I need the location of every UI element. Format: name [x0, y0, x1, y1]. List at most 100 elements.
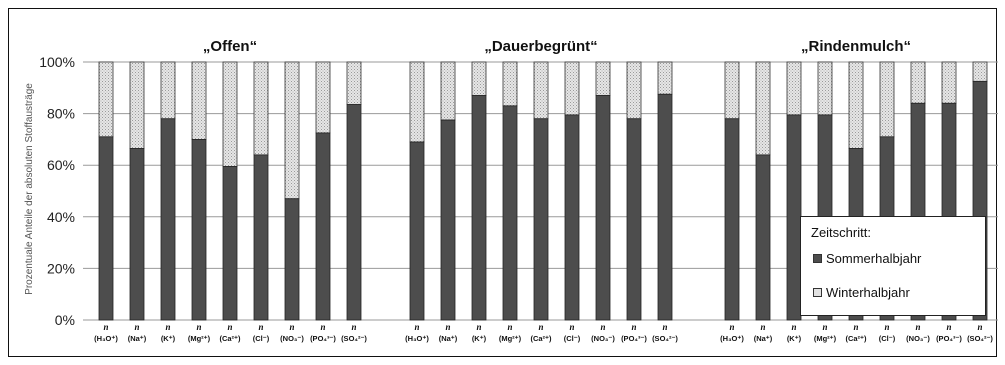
x-tick-n: n	[946, 322, 951, 332]
x-tick-n: n	[320, 322, 325, 332]
bar-sommerhalbjahr	[99, 137, 113, 320]
bar-sommerhalbjahr	[192, 139, 206, 320]
x-tick-label: (K⁺)	[787, 334, 802, 343]
x-tick-n: n	[538, 322, 543, 332]
x-tick-n: n	[227, 322, 232, 332]
bar-sommerhalbjahr	[565, 115, 579, 320]
bar-winterhalbjahr	[849, 62, 863, 148]
x-tick-label: (H₃O⁺)	[94, 334, 118, 343]
x-tick-label: (Na⁺)	[754, 334, 773, 343]
x-tick-label: (Mg²⁺)	[188, 334, 211, 343]
x-tick-n: n	[662, 322, 667, 332]
x-tick-label: (Ca²⁺)	[530, 334, 552, 343]
x-tick-label: (PO₄³⁻)	[936, 334, 962, 343]
y-axis: 0% 20% 40% 60% 80% 100%	[39, 54, 75, 328]
y-tick-label: 100%	[39, 54, 75, 70]
x-tick-label: (H₃O⁺)	[720, 334, 744, 343]
bar-winterhalbjahr	[472, 62, 486, 96]
x-tick-n: n	[351, 322, 356, 332]
y-tick-label: 40%	[47, 209, 75, 225]
x-tick-label: (Ca²⁺)	[845, 334, 867, 343]
bar-sommerhalbjahr	[285, 199, 299, 320]
bar-sommerhalbjahr	[130, 148, 144, 320]
bar-sommerhalbjahr	[534, 119, 548, 320]
legend-item-winter: Winterhalbjahr	[813, 285, 910, 300]
legend-label-winter: Winterhalbjahr	[826, 285, 910, 300]
x-tick-n: n	[196, 322, 201, 332]
legend-swatch-sommer	[813, 254, 822, 263]
bar-winterhalbjahr	[441, 62, 455, 120]
bar-winterhalbjahr	[596, 62, 610, 96]
bar-winterhalbjahr	[787, 62, 801, 115]
group-title: „Dauerbegrünt“	[484, 38, 597, 55]
x-tick-label: (NO₃⁻)	[906, 334, 930, 343]
legend-title: Zeitschritt:	[811, 225, 871, 240]
x-tick-n: n	[507, 322, 512, 332]
x-axis-labels: n (H₃O⁺) n (Na⁺) n (K⁺) n (Mg²⁺) n (Ca²⁺) n (Cl⁻) n (…	[94, 322, 993, 343]
x-tick-n: n	[853, 322, 858, 332]
bar-winterhalbjahr	[503, 62, 517, 106]
y-axis-label: Prozentuale Anteile der absoluten Stoffa…	[24, 83, 35, 295]
legend-label-sommer: Sommerhalbjahr	[826, 251, 921, 266]
y-tick-label: 0%	[55, 312, 75, 328]
bar-winterhalbjahr	[254, 62, 268, 155]
bar-winterhalbjahr	[756, 62, 770, 155]
x-tick-label: (PO₄³⁻)	[621, 334, 647, 343]
bar-winterhalbjahr	[627, 62, 641, 119]
y-tick-label: 60%	[47, 157, 75, 173]
x-tick-n: n	[414, 322, 419, 332]
bar-winterhalbjahr	[285, 62, 299, 199]
bar-sommerhalbjahr	[627, 119, 641, 320]
x-tick-label: (Na⁺)	[128, 334, 147, 343]
x-tick-n: n	[445, 322, 450, 332]
group-titles: „Offen“ „Dauerbegrünt“ „Rindenmulch“	[203, 38, 911, 55]
x-tick-label: (K⁺)	[472, 334, 487, 343]
x-tick-label: (Mg²⁺)	[499, 334, 522, 343]
bar-winterhalbjahr	[347, 62, 361, 105]
x-tick-n: n	[884, 322, 889, 332]
x-tick-n: n	[977, 322, 982, 332]
x-tick-n: n	[631, 322, 636, 332]
group-title: „Rindenmulch“	[801, 38, 911, 55]
x-tick-n: n	[289, 322, 294, 332]
x-tick-label: (NO₃⁻)	[591, 334, 615, 343]
group-title: „Offen“	[203, 38, 257, 55]
bar-winterhalbjahr	[316, 62, 330, 133]
bar-sommerhalbjahr	[658, 94, 672, 320]
bar-winterhalbjahr	[223, 62, 237, 166]
bar-sommerhalbjahr	[441, 120, 455, 320]
x-tick-label: (Na⁺)	[439, 334, 458, 343]
bar-sommerhalbjahr	[756, 155, 770, 320]
bar-winterhalbjahr	[880, 62, 894, 137]
x-tick-label: (Cl⁻)	[564, 334, 581, 343]
bar-sommerhalbjahr	[161, 119, 175, 320]
bar-sommerhalbjahr	[787, 115, 801, 320]
legend-swatch-winter	[813, 288, 822, 297]
bar-sommerhalbjahr	[472, 96, 486, 320]
bar-sommerhalbjahr	[503, 106, 517, 320]
chart-frame: 0% 20% 40% 60% 80% 100% Prozentuale Anteile d…	[8, 8, 997, 357]
x-tick-n: n	[791, 322, 796, 332]
y-tick-label: 80%	[47, 106, 75, 122]
bar-winterhalbjahr	[410, 62, 424, 142]
x-tick-n: n	[600, 322, 605, 332]
x-tick-label: (Mg²⁺)	[814, 334, 837, 343]
x-tick-label: (SO₄²⁻)	[967, 334, 993, 343]
x-tick-label: (NO₃⁻)	[280, 334, 304, 343]
bar-winterhalbjahr	[192, 62, 206, 139]
x-tick-n: n	[258, 322, 263, 332]
bar-winterhalbjahr	[534, 62, 548, 119]
x-tick-n: n	[103, 322, 108, 332]
x-tick-label: (H₃O⁺)	[405, 334, 429, 343]
x-tick-n: n	[476, 322, 481, 332]
x-tick-label: (PO₄³⁻)	[310, 334, 336, 343]
bar-winterhalbjahr	[973, 62, 987, 81]
bar-winterhalbjahr	[942, 62, 956, 103]
bar-winterhalbjahr	[725, 62, 739, 119]
bar-sommerhalbjahr	[725, 119, 739, 320]
bar-winterhalbjahr	[911, 62, 925, 103]
legend: Zeitschritt: Sommerhalbjahr Winterhalbja…	[800, 216, 986, 316]
x-tick-label: (SO₄²⁻)	[652, 334, 678, 343]
x-tick-label: (Cl⁻)	[253, 334, 270, 343]
bar-sommerhalbjahr	[316, 133, 330, 320]
